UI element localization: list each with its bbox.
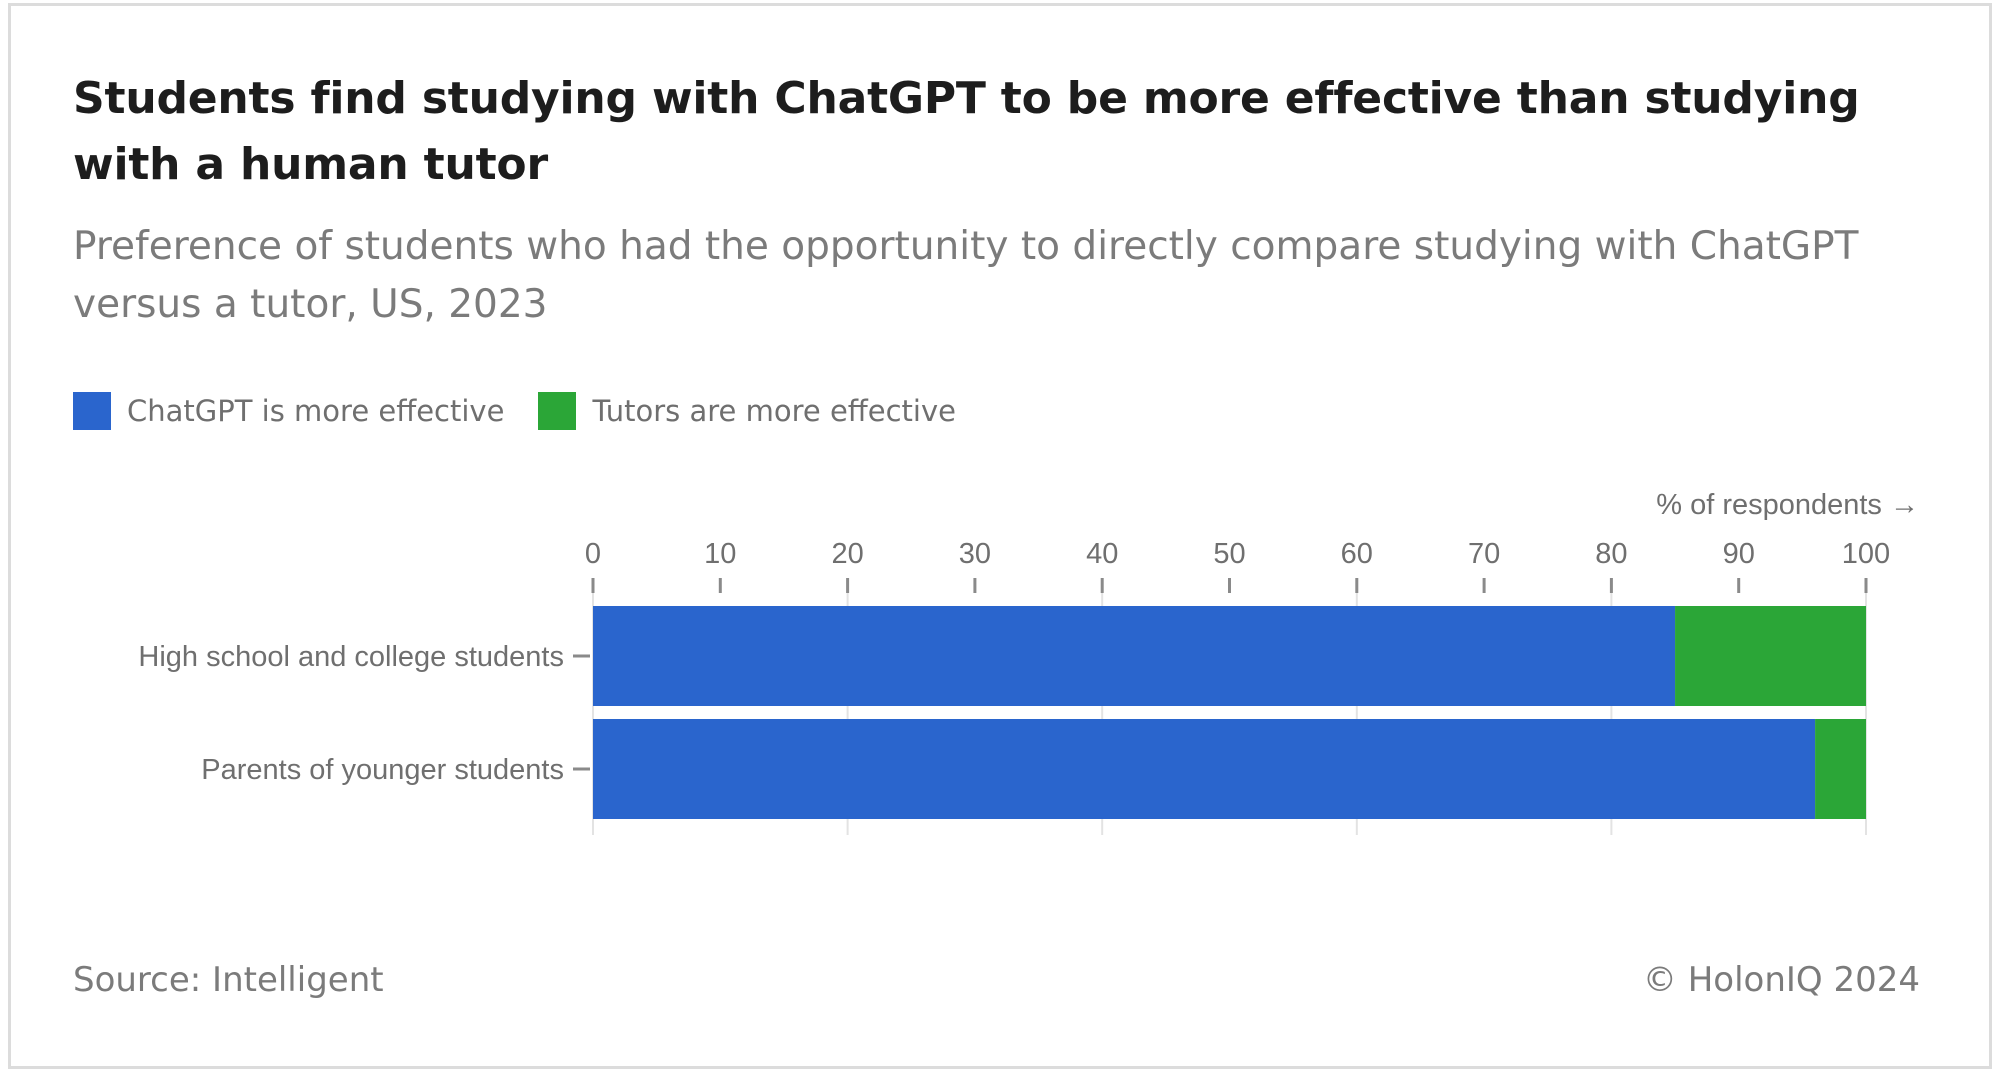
x-tick-label: 80 (1595, 538, 1627, 570)
x-tick-label: 60 (1341, 538, 1373, 570)
x-axis-title: % of respondents → (1656, 489, 1919, 521)
x-tick-label: 10 (704, 538, 736, 570)
bar-chatgpt (593, 719, 1816, 819)
source-note: Source: Intelligent (73, 960, 384, 1000)
category-label: High school and college students (138, 641, 564, 673)
chart-card (8, 3, 1992, 1069)
legend-item-chatgpt: ChatGPT is more effective (73, 392, 504, 430)
copyright-note: © HolonIQ 2024 (1642, 960, 1920, 1000)
x-tick-label: 40 (1086, 538, 1118, 570)
x-tick-label: 90 (1723, 538, 1755, 570)
x-tick-label: 100 (1842, 538, 1890, 570)
x-tick-label: 0 (585, 538, 601, 570)
legend-swatch-chatgpt (73, 392, 111, 430)
legend-label-tutors: Tutors are more effective (592, 394, 956, 428)
chart-title: Students find studying with ChatGPT to b… (73, 73, 1860, 190)
bar-tutors (1815, 719, 1866, 819)
legend: ChatGPT is more effective Tutors are mor… (73, 392, 990, 430)
x-tick-label: 50 (1213, 538, 1245, 570)
bar-chatgpt (593, 606, 1676, 706)
x-tick-label: 30 (959, 538, 991, 570)
x-tick-label: 20 (831, 538, 863, 570)
bar-tutors (1675, 606, 1866, 706)
legend-swatch-tutors (538, 392, 577, 430)
legend-label-chatgpt: ChatGPT is more effective (127, 394, 505, 428)
x-tick-label: 70 (1468, 538, 1500, 570)
chart-subtitle: Preference of students who had the oppor… (73, 224, 1859, 327)
category-label: Parents of younger students (201, 754, 564, 786)
legend-item-tutors: Tutors are more effective (538, 392, 956, 430)
